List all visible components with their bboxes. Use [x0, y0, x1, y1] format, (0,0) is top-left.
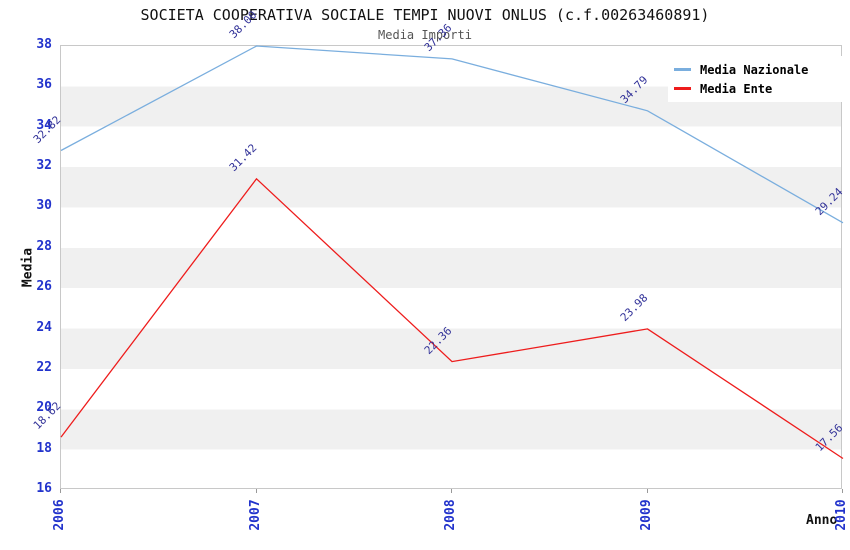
y-tick-label: 18	[36, 440, 52, 456]
y-tick-label: 34	[36, 117, 52, 133]
y-tick-label: 24	[36, 319, 52, 335]
plot-area	[60, 45, 844, 489]
y-tick-label: 26	[36, 279, 52, 295]
y-tick-label: 20	[36, 400, 52, 416]
x-tick-label: 2009	[638, 499, 654, 531]
line-chart-canvas	[60, 45, 844, 460]
x-tick-mark	[60, 489, 61, 493]
x-axis-title: Anno	[806, 513, 838, 528]
y-tick-label: 38	[36, 37, 52, 52]
y-tick-label: 22	[36, 359, 52, 375]
legend-item: Media Ente	[674, 79, 850, 98]
x-tick-mark	[646, 489, 648, 493]
y-tick-label: 30	[36, 198, 52, 214]
x-tick-mark	[451, 489, 452, 493]
x-tick-label: 2008	[443, 499, 458, 531]
x-tick-label: 2007	[247, 499, 263, 531]
y-tick-label: 36	[36, 77, 52, 93]
series-line-media-ente	[60, 177, 844, 460]
legend-item: Media Nazionale	[674, 60, 850, 79]
y-tick-label: 28	[36, 238, 52, 254]
legend-line-swatch-icon	[674, 87, 691, 90]
chart-subtitle: Media Importi	[378, 28, 472, 42]
legend-item-label: Media Nazionale	[700, 62, 809, 77]
x-tick-mark	[842, 489, 843, 493]
x-tick-label: 2010	[834, 499, 849, 531]
legend-item-label: Media Ente	[700, 81, 773, 96]
y-tick-label: 32	[36, 158, 52, 174]
legend-line-swatch-icon	[674, 68, 691, 71]
chart-title: SOCIETA COOPERATIVA SOCIALE TEMPI NUOVI …	[140, 6, 710, 24]
x-tick-label: 2006	[52, 499, 67, 531]
x-tick-mark	[255, 489, 257, 493]
legend: Media Nazionale Media Ente	[668, 56, 850, 102]
series-line-media-nazionale	[60, 45, 844, 224]
y-tick-label: 16	[36, 481, 52, 496]
